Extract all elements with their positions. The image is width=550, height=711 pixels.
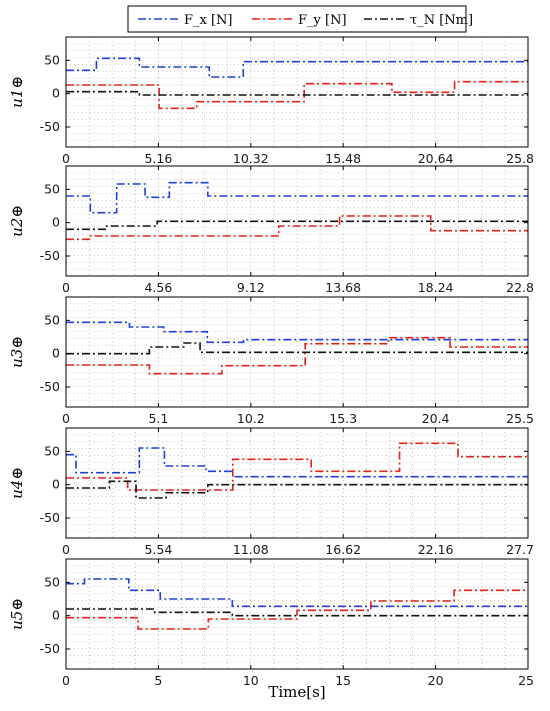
- x-tick-label: 16.62: [325, 542, 361, 557]
- legend-label-fx: F_x [N]: [184, 13, 233, 28]
- series-line-tau: [66, 220, 528, 231]
- y-tick-label: -50: [40, 119, 60, 134]
- x-tick-label: 20: [428, 673, 444, 688]
- series-line-fx: [66, 447, 528, 478]
- y-tick-label: 0: [52, 477, 60, 492]
- subplot-4: 0 5.54 11.08 16.62 22.16 27.7 50 0 -50 u4⊕: [8, 427, 534, 557]
- y-tick-label: 50: [44, 312, 60, 327]
- series-line-tau: [66, 342, 528, 355]
- x-tick-label: 0: [62, 280, 70, 295]
- subplot-1: 0 5.16 10.32 15.48 20.64 25.8 50 0 -50 u1⊕: [8, 36, 534, 166]
- x-tick-label: 11.08: [233, 542, 269, 557]
- series-line-fy: [66, 80, 528, 110]
- y-axis-label: u1⊕: [8, 76, 26, 108]
- x-tick-label: 10: [243, 673, 259, 688]
- x-tick-label: 20.64: [418, 151, 454, 166]
- series-line-fy: [66, 442, 528, 491]
- x-tick-label: 20.4: [422, 411, 450, 426]
- x-tick-label: 0: [62, 411, 70, 426]
- subplot-3: 0 5.1 10.2 15.3 20.4 25.5 50 0 -50 u3⊕: [8, 296, 534, 426]
- y-tick-label: 0: [52, 608, 60, 623]
- x-tick-label: 25.5: [506, 411, 534, 426]
- plot-frame: [65, 165, 529, 277]
- series-line-fx: [66, 181, 528, 214]
- y-axis-label: u2⊕: [8, 205, 26, 237]
- x-tick-label: 5.1: [148, 411, 168, 426]
- legend-box: [127, 5, 467, 33]
- plot-frame: [65, 427, 529, 539]
- x-tick-label: 22.8: [506, 280, 534, 295]
- x-tick-label: 25: [518, 673, 534, 688]
- x-tick-label: 22.16: [418, 542, 454, 557]
- series-line-fy: [66, 215, 528, 241]
- y-tick-label: -50: [40, 641, 60, 656]
- x-tick-label: 5: [154, 673, 162, 688]
- x-tick-label: 5.54: [144, 542, 172, 557]
- x-tick-label: 4.56: [144, 280, 172, 295]
- y-tick-label: 0: [52, 346, 60, 361]
- plot-frame: [65, 36, 529, 148]
- x-tick-label: 0: [62, 151, 70, 166]
- y-tick-label: 0: [52, 86, 60, 101]
- y-tick-label: 0: [52, 215, 60, 230]
- y-axis-label: u5⊕: [8, 598, 26, 630]
- x-axis-label: Time[s]: [268, 683, 325, 701]
- x-tick-label: 5.16: [144, 151, 172, 166]
- series-line-fy: [66, 589, 528, 630]
- plot-frame: [65, 558, 529, 670]
- x-tick-label: 0: [62, 673, 70, 688]
- series-line-fx: [66, 578, 528, 608]
- x-tick-label: 13.68: [325, 280, 361, 295]
- x-tick-label: 0: [62, 542, 70, 557]
- y-tick-label: 50: [44, 52, 60, 67]
- y-tick-label: 50: [44, 574, 60, 589]
- series-line-tau: [66, 608, 528, 617]
- x-tick-label: 15.3: [329, 411, 357, 426]
- x-tick-label: 15.48: [325, 151, 361, 166]
- series-line-tau: [66, 480, 528, 499]
- subplot-5: 0 5 10 15 20 25 50 0 -50 u5⊕: [8, 558, 534, 688]
- x-tick-label: 15: [335, 673, 351, 688]
- legend-label-fy: F_y [N]: [298, 13, 347, 28]
- y-tick-label: 50: [44, 443, 60, 458]
- x-tick-label: 25.8: [506, 151, 534, 166]
- legend: F_x [N] F_y [N] τ_N [Nm]: [127, 5, 473, 33]
- y-tick-label: -50: [40, 379, 60, 394]
- series-line-fx: [66, 57, 528, 78]
- y-tick-label: -50: [40, 510, 60, 525]
- y-axis-label: u4⊕: [8, 467, 26, 499]
- legend-label-tau: τ_N [Nm]: [410, 13, 473, 28]
- y-tick-label: -50: [40, 248, 60, 263]
- series-line-tau: [66, 90, 528, 96]
- series-line-fx: [66, 321, 528, 344]
- plot-frame: [65, 296, 529, 408]
- x-tick-label: 10.32: [233, 151, 269, 166]
- x-tick-label: 18.24: [418, 280, 454, 295]
- y-tick-label: 50: [44, 181, 60, 196]
- x-tick-label: 27.7: [506, 542, 534, 557]
- subplot-2: 0 4.56 9.12 13.68 18.24 22.8 50 0 -50 u2⊕: [8, 165, 534, 295]
- x-tick-label: 10.2: [237, 411, 265, 426]
- x-tick-label: 9.12: [237, 280, 265, 295]
- y-axis-label: u3⊕: [8, 336, 26, 368]
